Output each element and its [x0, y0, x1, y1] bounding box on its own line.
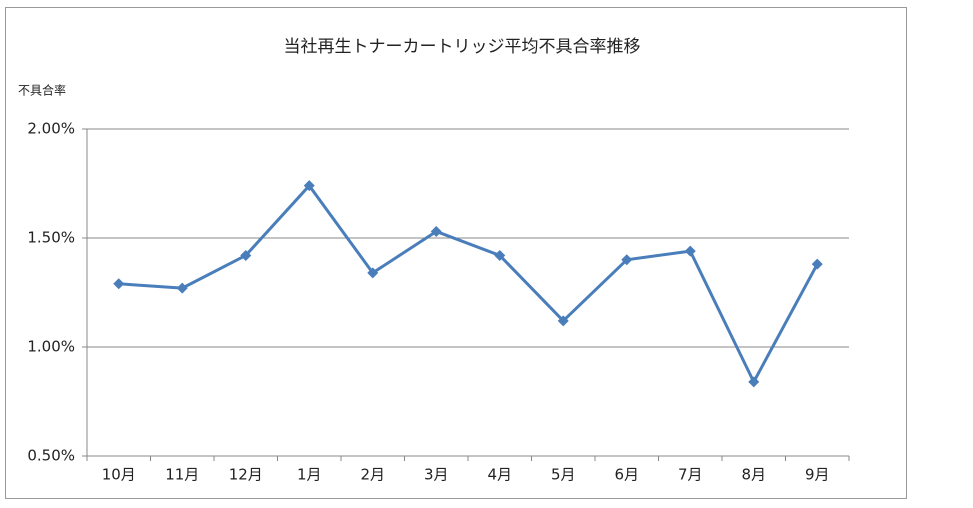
x-tick-label: 3月 [424, 466, 449, 484]
data-marker [557, 315, 569, 327]
x-tick-label: 2月 [360, 466, 385, 484]
data-marker [303, 180, 315, 192]
data-marker [811, 258, 823, 270]
y-tick-label: 0.50% [27, 447, 75, 465]
x-tick-label: 7月 [678, 466, 703, 484]
data-marker [494, 249, 506, 261]
x-tick-label: 6月 [614, 466, 639, 484]
data-marker [430, 225, 442, 237]
data-marker [176, 282, 188, 294]
chart-frame [5, 7, 907, 499]
x-tick-label: 5月 [551, 466, 576, 484]
data-marker [684, 245, 696, 257]
x-tick-label: 10月 [102, 466, 136, 484]
data-marker [367, 267, 379, 279]
data-marker [240, 249, 252, 261]
data-marker [621, 254, 633, 266]
x-tick-label: 8月 [741, 466, 766, 484]
x-tick-label: 4月 [487, 466, 512, 484]
y-tick-label: 1.00% [27, 338, 75, 356]
x-tick-label: 11月 [165, 466, 199, 484]
data-marker [113, 278, 125, 290]
y-tick-label: 2.00% [27, 120, 75, 138]
x-tick-label: 1月 [297, 466, 322, 484]
y-tick-label: 1.50% [27, 229, 75, 247]
data-line [118, 184, 819, 384]
x-tick-label: 12月 [229, 466, 263, 484]
x-tick-label: 9月 [805, 466, 830, 484]
data-marker [748, 376, 760, 388]
chart-title: 当社再生トナーカートリッジ平均不具合率推移 [284, 37, 641, 57]
y-axis-title: 不具合率 [18, 83, 66, 98]
